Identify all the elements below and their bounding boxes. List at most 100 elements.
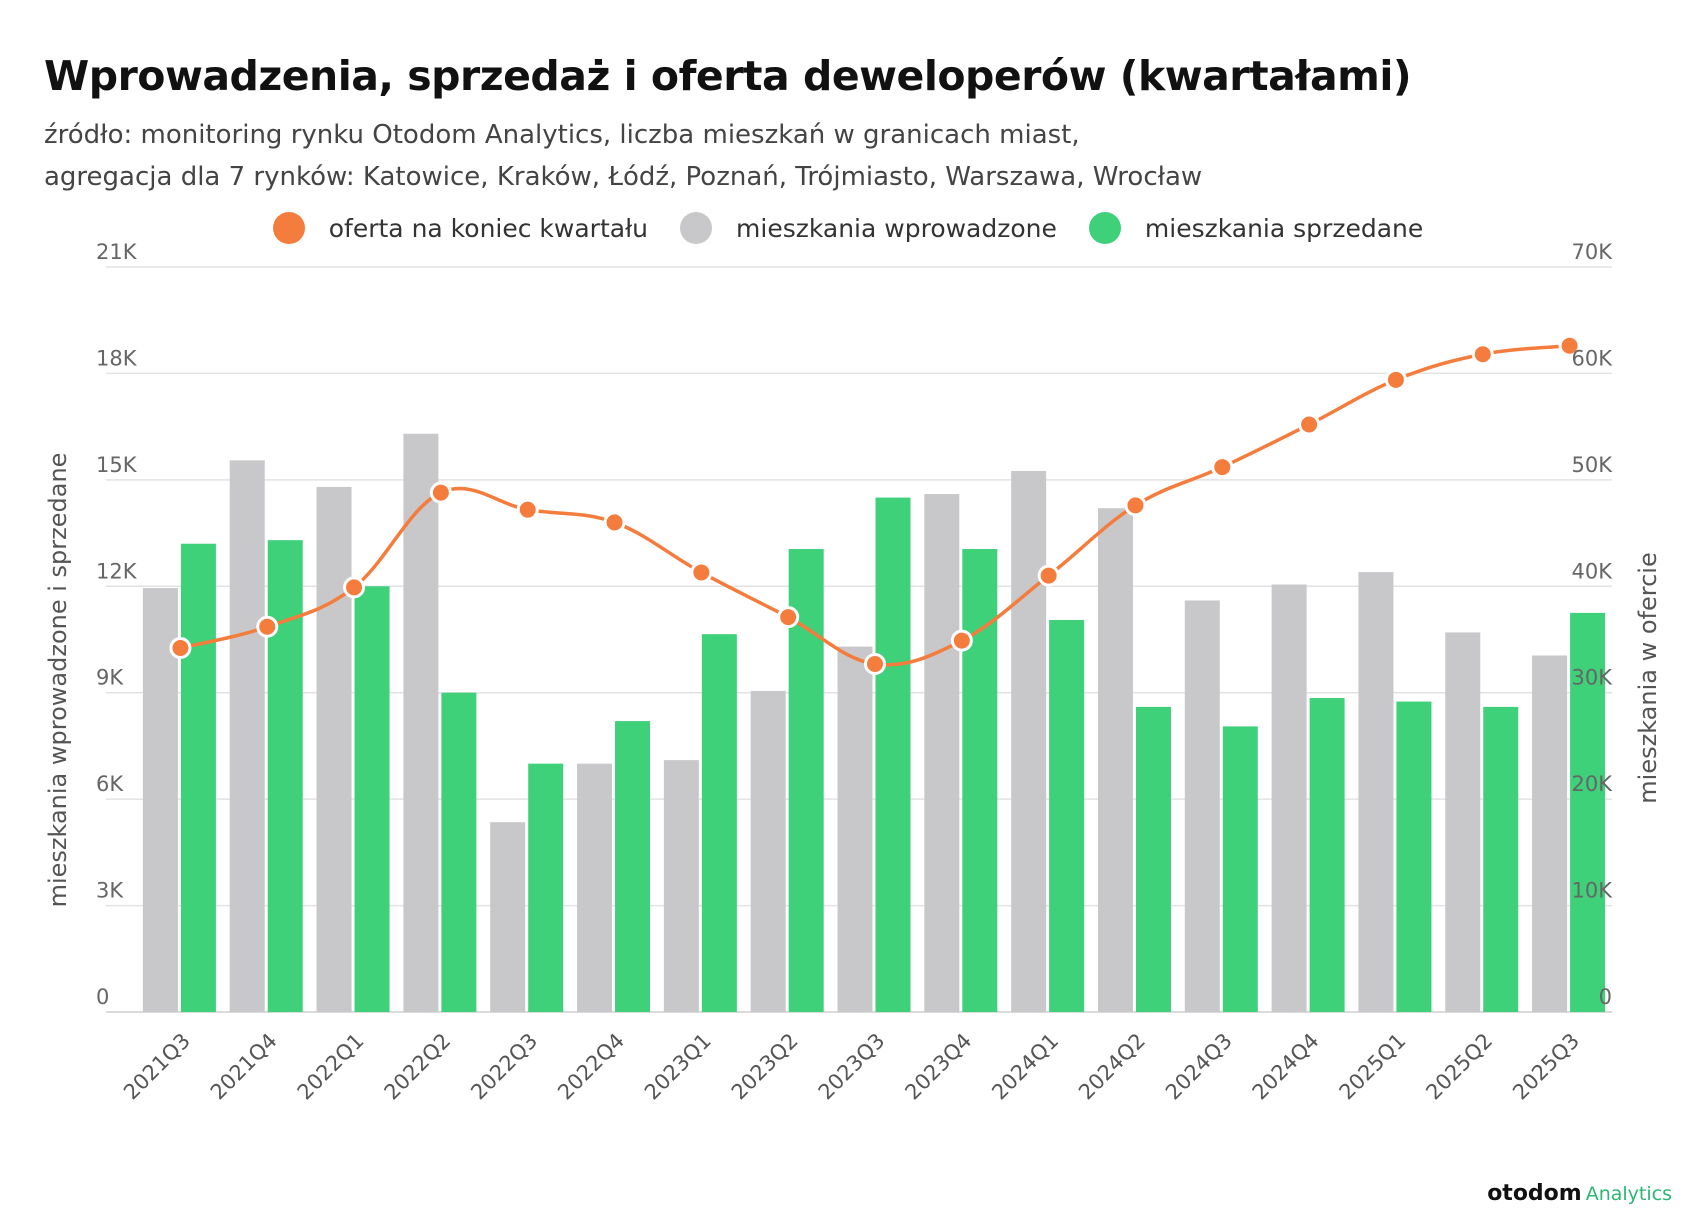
y-tick-label-right: 10K: [1572, 879, 1614, 903]
point-oferta: [1471, 343, 1494, 366]
y-tick-label-left: 15K: [96, 453, 138, 477]
point-oferta: [1037, 564, 1060, 587]
offer-line: [169, 334, 1581, 675]
bar-sprzedane: [1483, 706, 1519, 1012]
brand-suffix: Analytics: [1585, 1183, 1672, 1205]
bar-wprowadzone: [1097, 508, 1133, 1012]
bar-sprzedane: [962, 549, 998, 1012]
x-tick-label: 2021Q3: [119, 1029, 195, 1105]
y-tick-label-right: 20K: [1572, 772, 1614, 796]
x-tick-label: 2023Q3: [814, 1029, 890, 1105]
brand-logo: otodom Analytics: [1487, 1181, 1672, 1206]
x-tick-label: 2023Q4: [900, 1029, 976, 1105]
legend-swatch-sprzedane: [1088, 212, 1121, 244]
legend-item-wprowadzone: mieszkania wprowadzone: [680, 212, 1057, 244]
bar-wprowadzone: [577, 763, 613, 1012]
x-tick-label: 2024Q1: [987, 1029, 1063, 1105]
y-axis-label-left: mieszkania wprowadzone i sprzedane: [44, 453, 72, 908]
y-tick-label-left: 18K: [96, 346, 138, 370]
y-tick-label-right: 50K: [1572, 453, 1614, 477]
bar-sprzedane: [701, 634, 737, 1012]
bar-sprzedane: [354, 586, 390, 1012]
bar-marks: [142, 433, 1606, 1013]
bar-wprowadzone: [1271, 584, 1307, 1012]
bar-sprzedane: [441, 692, 477, 1012]
bar-wprowadzone: [924, 494, 960, 1012]
point-oferta: [516, 498, 539, 521]
bar-wprowadzone: [142, 588, 178, 1012]
chart-title: Wprowadzenia, sprzedaż i oferta dewelope…: [44, 52, 1412, 100]
point-oferta: [603, 511, 626, 534]
x-tick-label: 2023Q2: [727, 1029, 803, 1105]
x-tick-label: 2023Q1: [640, 1029, 716, 1105]
point-oferta: [169, 637, 192, 660]
bar-wprowadzone: [1532, 655, 1568, 1012]
y-tick-label-left: 12K: [96, 559, 138, 583]
legend-label-oferta: oferta na koniec kwartału: [328, 213, 649, 243]
y-tick-label-left: 21K: [96, 240, 138, 264]
bar-sprzedane: [1049, 619, 1085, 1012]
bar-sprzedane: [615, 721, 651, 1012]
bar-wprowadzone: [403, 433, 439, 1012]
y-tick-label-right: 0: [1599, 985, 1612, 1009]
bar-sprzedane: [528, 763, 564, 1012]
point-oferta: [1211, 456, 1234, 479]
brand-name: otodom: [1487, 1181, 1582, 1206]
y-tick-label-right: 60K: [1572, 346, 1614, 370]
y-tick-label-left: 0: [96, 985, 109, 1009]
x-tick-label: 2024Q2: [1074, 1029, 1150, 1105]
point-oferta: [256, 615, 279, 638]
point-oferta: [1298, 413, 1321, 436]
x-tick-label: 2022Q2: [380, 1029, 456, 1105]
x-tick-label: 2024Q3: [1161, 1029, 1237, 1105]
chart-legend: oferta na koniec kwartału mieszkania wpr…: [0, 212, 1696, 244]
legend-label-wprowadzone: mieszkania wprowadzone: [736, 213, 1057, 243]
bar-sprzedane: [1396, 701, 1432, 1012]
point-oferta: [1558, 334, 1581, 357]
bar-sprzedane: [267, 540, 303, 1012]
legend-item-oferta: oferta na koniec kwartału: [272, 212, 649, 244]
bar-sprzedane: [875, 497, 911, 1013]
x-tick-label: 2024Q4: [1248, 1029, 1324, 1105]
x-tick-label: 2021Q4: [206, 1029, 282, 1105]
bar-sprzedane: [1222, 726, 1258, 1012]
bar-wprowadzone: [1184, 600, 1220, 1012]
point-oferta: [429, 481, 452, 504]
x-tick-label: 2022Q4: [553, 1029, 629, 1105]
y-tick-label-left: 3K: [96, 879, 124, 903]
y-tick-label-left: 9K: [96, 666, 124, 690]
point-oferta: [777, 606, 800, 629]
point-oferta: [950, 629, 973, 652]
point-oferta: [864, 652, 886, 675]
bar-sprzedane: [1135, 706, 1171, 1012]
y-tick-label-right: 30K: [1572, 666, 1614, 690]
legend-swatch-oferta: [272, 212, 305, 244]
bar-wprowadzone: [316, 486, 352, 1012]
bar-wprowadzone: [1358, 572, 1394, 1012]
y-tick-label-right: 40K: [1572, 559, 1614, 583]
x-tick-label: 2025Q3: [1508, 1029, 1584, 1105]
legend-swatch-wprowadzone: [680, 212, 713, 244]
bar-wprowadzone: [1011, 470, 1047, 1012]
bar-wprowadzone: [663, 760, 699, 1012]
y-tick-label-left: 6K: [96, 772, 124, 796]
bar-wprowadzone: [229, 460, 265, 1013]
bar-wprowadzone: [1445, 632, 1481, 1012]
point-oferta: [1384, 368, 1407, 391]
chart-subtitle-line1: źródło: monitoring rynku Otodom Analytic…: [44, 120, 1080, 150]
point-oferta: [690, 561, 713, 584]
x-tick-label: 2025Q1: [1335, 1029, 1411, 1105]
point-oferta: [1124, 494, 1147, 517]
legend-label-sprzedane: mieszkania sprzedane: [1144, 213, 1424, 243]
y-tick-label-right: 70K: [1572, 240, 1614, 264]
legend-item-sprzedane: mieszkania sprzedane: [1088, 212, 1424, 244]
chart-subtitle-line2: agregacja dla 7 rynków: Katowice, Kraków…: [44, 162, 1203, 192]
bar-wprowadzone: [490, 822, 526, 1012]
bar-sprzedane: [180, 543, 216, 1012]
y-axis-label-right: mieszkania w ofercie: [1634, 552, 1662, 803]
bar-wprowadzone: [837, 646, 873, 1012]
x-tick-label: 2025Q2: [1421, 1029, 1497, 1105]
bar-sprzedane: [1309, 698, 1345, 1012]
x-tick-label: 2022Q3: [466, 1029, 542, 1105]
